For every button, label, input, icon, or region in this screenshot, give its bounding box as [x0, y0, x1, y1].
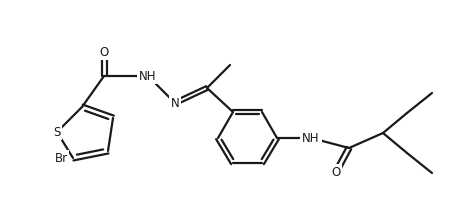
Text: N: N	[170, 97, 179, 110]
Text: S: S	[53, 125, 61, 138]
Text: Br: Br	[55, 151, 67, 164]
Text: O: O	[331, 166, 340, 179]
Text: NH: NH	[139, 69, 157, 82]
Text: NH: NH	[302, 131, 320, 144]
Text: O: O	[99, 45, 109, 58]
